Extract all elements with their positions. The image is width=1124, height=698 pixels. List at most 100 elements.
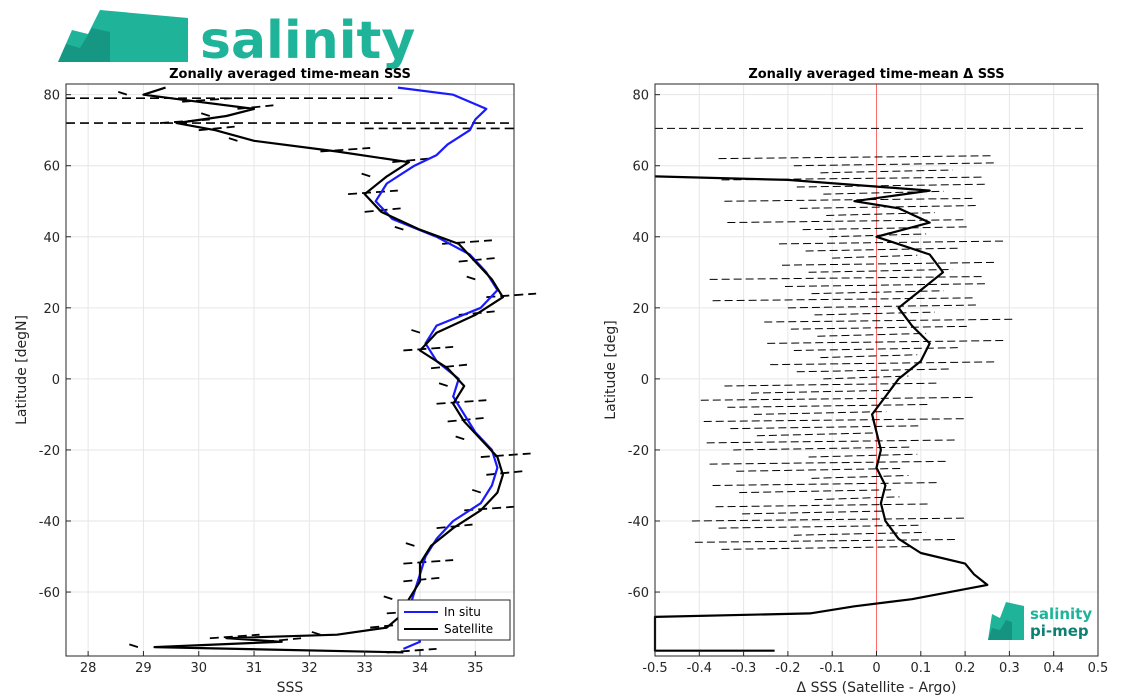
dashed-trace-segment [727, 403, 931, 408]
dashed-trace-segment [709, 460, 949, 465]
left-chart-y-ticks: -60 -40 -20 0 20 40 60 80 [39, 89, 71, 601]
series-line-delta-sss [653, 175, 989, 652]
series-line-in-situ [374, 86, 499, 650]
y-tick-label: 40 [43, 231, 60, 246]
dashed-trace-segment [430, 363, 468, 370]
x-tick-label: 0.1 [910, 661, 931, 676]
dashed-trace-segment [447, 417, 484, 423]
dashed-trace-segment [832, 254, 918, 259]
dashed-trace-segment [392, 225, 404, 231]
y-tick-label: 20 [43, 302, 60, 317]
dashed-trace-segment [486, 292, 537, 299]
dashed-trace-segment [115, 90, 128, 96]
dashed-trace-segment [480, 452, 531, 458]
dashed-trace-segment [820, 354, 918, 359]
dashed-trace-segment [739, 489, 896, 494]
left-chart-grid [66, 84, 514, 656]
dashed-trace-segment [386, 608, 437, 615]
dashed-trace-segment [826, 212, 935, 216]
dashed-trace-segment [380, 594, 393, 601]
dashed-trace-segment [814, 496, 900, 501]
y-tick-label: 20 [632, 302, 649, 317]
dashed-trace-segment [436, 381, 448, 387]
y-tick-label: -40 [39, 515, 60, 530]
left-chart-x-label: SSS [277, 680, 304, 696]
right-chart-title: Zonally averaged time-mean Δ SSS [748, 67, 1004, 82]
y-tick-label: -20 [39, 444, 60, 459]
dashed-trace-segment [209, 633, 260, 640]
dashed-trace-segment [790, 325, 971, 330]
dashed-trace-segment [706, 439, 958, 444]
legend-label-satellite: Satellite [444, 622, 493, 636]
pimep-logo-line1: salinity [1030, 605, 1092, 623]
dashed-trace-segment [486, 470, 523, 476]
y-tick-label: 80 [43, 89, 60, 104]
left-chart-lines [142, 86, 504, 654]
right-chart-y-label: Latitude [deg] [603, 320, 619, 419]
dashed-trace-segment [793, 347, 962, 351]
x-tick-label: 30 [190, 661, 207, 676]
x-tick-label: 0.3 [999, 661, 1020, 676]
left-chart-legend: In situ Satellite [397, 599, 511, 641]
x-tick-label: -0.2 [775, 661, 800, 676]
x-tick-label: 28 [80, 661, 97, 676]
dashed-trace-segment [403, 559, 454, 565]
dashed-trace-segment [436, 399, 487, 405]
dashed-trace-segment [724, 197, 975, 202]
dashed-trace-segment [712, 297, 975, 302]
right-chart-y-ticks: -60 -40 -20 0 20 40 60 80 [628, 89, 660, 601]
dashed-trace-segment [226, 136, 238, 142]
dashed-trace-segment [463, 274, 476, 281]
y-tick-label: -20 [628, 444, 649, 459]
left-chart-panel: Zonally averaged time-mean SSS 28 29 30 31 3… [14, 67, 537, 696]
x-tick-label: 29 [135, 661, 152, 676]
legend-box [397, 599, 511, 641]
x-tick-label: 32 [301, 661, 318, 676]
dashed-trace-segment [403, 541, 415, 547]
x-tick-label: 0.5 [1088, 661, 1109, 676]
x-tick-label: 0.4 [1043, 661, 1064, 676]
dashed-trace-segment [787, 304, 980, 309]
dashed-trace-segment [811, 290, 944, 295]
dashed-trace-segment [694, 538, 958, 543]
x-tick-label: 0.2 [955, 661, 976, 676]
dashed-trace-segment [408, 328, 421, 334]
dashed-trace-segment [403, 576, 440, 583]
dashed-trace-segment [823, 375, 909, 380]
dashed-trace-segment [733, 446, 913, 451]
dashed-trace-segment [712, 482, 940, 486]
y-tick-label: 40 [632, 231, 649, 246]
y-tick-label: 80 [632, 89, 649, 104]
y-tick-label: -60 [39, 586, 60, 601]
dashed-trace-segment [700, 396, 975, 401]
dashed-trace-segment [730, 425, 922, 430]
x-tick-label: 31 [246, 661, 263, 676]
y-tick-label: -60 [628, 586, 649, 601]
dashed-trace-segment [703, 418, 966, 423]
dashed-trace-segment [805, 247, 962, 252]
dashed-trace-segment [721, 546, 913, 550]
y-tick-label: -40 [628, 515, 649, 530]
right-chart-panel: Zonally averaged time-mean Δ SSS -0.5 -0.… [603, 67, 1108, 696]
x-tick-label: -0.1 [820, 661, 845, 676]
dashed-trace-segment [802, 226, 971, 231]
dashed-trace-segment [452, 434, 465, 441]
dashed-trace-segment [403, 346, 454, 352]
dashed-trace-segment [793, 162, 998, 167]
x-tick-label: 34 [412, 661, 429, 676]
salinity-logo: salinity [58, 10, 415, 71]
dashed-trace-segment [793, 531, 927, 536]
x-tick-label: 33 [356, 661, 373, 676]
dashed-trace-segment [808, 268, 953, 273]
left-chart-x-ticks: 28 29 30 31 32 33 34 35 [80, 651, 484, 676]
dashed-trace-segment [796, 368, 953, 373]
right-chart-dashed-traces [655, 127, 1085, 550]
dashed-trace-segment [756, 432, 878, 437]
right-chart-x-ticks: -0.5 -0.4 -0.3 -0.2 -0.1 0 0.1 0.2 0.3 0.4 0.5 [642, 651, 1108, 676]
series-line-satellite [142, 86, 504, 654]
dashed-trace-segment [309, 630, 321, 636]
dashed-trace-segment [820, 169, 953, 174]
dashed-trace-segment [750, 389, 896, 394]
dashed-trace-segment [718, 155, 993, 160]
